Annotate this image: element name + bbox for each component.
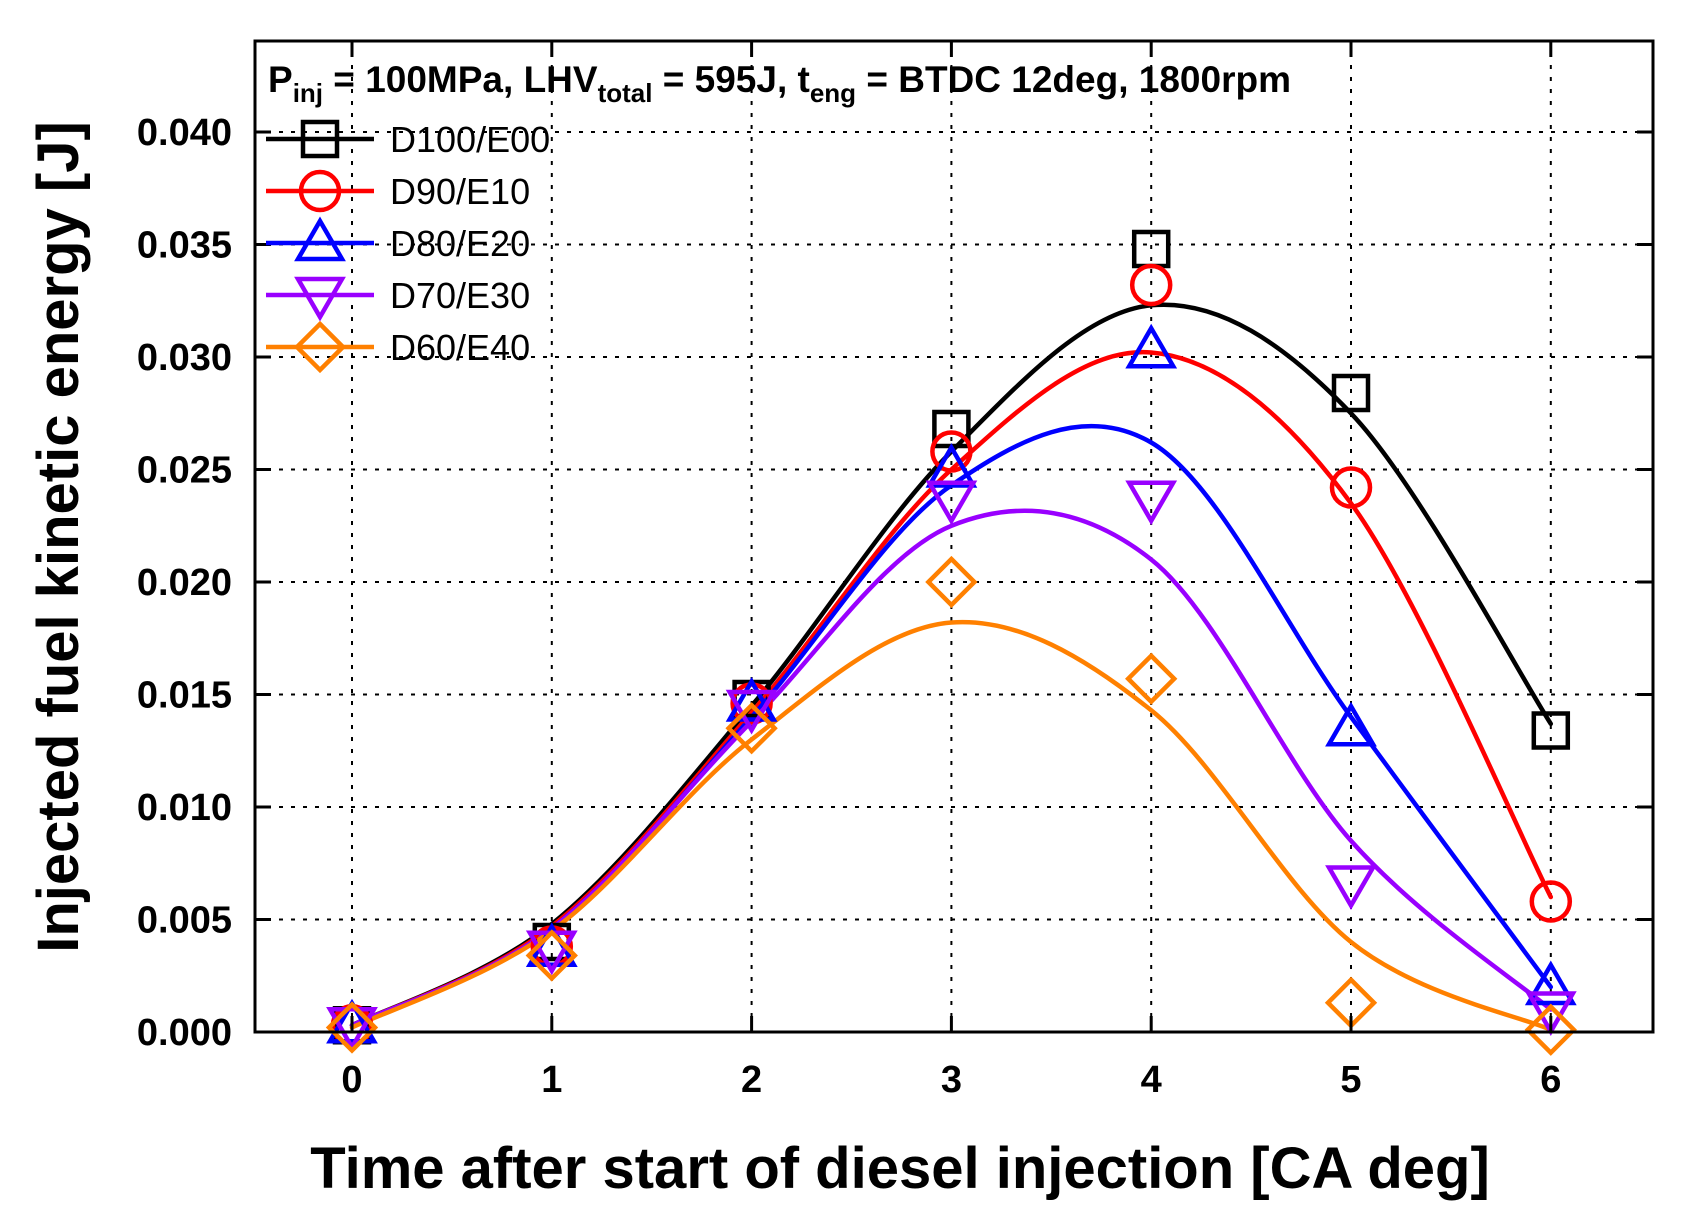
data-point (925, 480, 978, 526)
data-point (725, 677, 778, 722)
data-point (1325, 701, 1377, 747)
x-tick-label: 4 (1141, 1059, 1162, 1101)
legend-marker (298, 169, 342, 213)
legend-label: D100/E00 (390, 119, 550, 160)
data-point (1325, 865, 1377, 910)
annotation-text: Pinj = 100MPa, LHVtotal = 595J, teng = B… (268, 59, 1291, 108)
plot-frame (253, 39, 1655, 1034)
legend-marker (293, 320, 347, 374)
x-tick-label: 2 (741, 1059, 762, 1101)
data-point (725, 702, 778, 755)
x-tick-labels: 0 1 2 3 4 5 6 (341, 1059, 1561, 1101)
legend-marker (294, 216, 346, 262)
data-point (525, 929, 578, 982)
data-point (925, 443, 978, 488)
y-tick-label: 0.000 (137, 1012, 232, 1054)
x-tick-label: 6 (1540, 1059, 1561, 1101)
data-point (930, 430, 973, 473)
x-tick-label: 3 (941, 1059, 962, 1101)
data-point (1129, 263, 1173, 307)
data-point (326, 1007, 378, 1052)
y-tick-label: 0.030 (137, 337, 232, 379)
legend-label: D70/E30 (390, 275, 530, 316)
data-point (1531, 711, 1571, 750)
data-point (1524, 991, 1577, 1036)
legend-label: D90/E10 (390, 171, 530, 212)
data-point (1329, 466, 1373, 509)
data-point (325, 1001, 379, 1054)
data-point (725, 689, 778, 735)
data-point (1529, 880, 1573, 923)
data-point (1125, 652, 1178, 705)
data-point (326, 998, 378, 1044)
legend-label: D60/E40 (390, 327, 530, 368)
legend-label: D80/E20 (390, 223, 530, 264)
data-point (1524, 960, 1577, 1006)
y-tick-label: 0.025 (137, 450, 232, 492)
data-markers (325, 229, 1577, 1056)
y-axis-title: Injected fuel kinetic energy [J] (26, 121, 91, 953)
axis-ticks (255, 41, 1653, 1034)
legend: D100/E00 D90/E10 D80/E20 D70/E30 D60/E40 (266, 119, 550, 374)
y-tick-label: 0.010 (137, 787, 232, 829)
y-tick-label: 0.040 (137, 112, 232, 154)
data-point (1524, 1003, 1577, 1056)
x-tick-label: 5 (1340, 1059, 1361, 1101)
legend-marker (294, 276, 346, 322)
y-tick-label: 0.035 (137, 225, 232, 267)
data-point (1125, 480, 1178, 526)
y-tick-labels: 0.000 0.005 0.010 0.015 0.020 0.025 0.030 0.035… (137, 112, 232, 1054)
y-tick-label: 0.020 (137, 562, 232, 604)
x-axis-title: Time after start of diesel injection [CA… (310, 1136, 1490, 1201)
x-tick-label: 1 (541, 1059, 562, 1101)
data-point (1331, 373, 1371, 413)
data-point (1125, 323, 1178, 369)
y-tick-label: 0.015 (137, 675, 232, 717)
data-point (925, 555, 978, 609)
y-tick-label: 0.005 (137, 900, 232, 942)
legend-marker (300, 119, 340, 159)
x-tick-label: 0 (341, 1059, 362, 1101)
